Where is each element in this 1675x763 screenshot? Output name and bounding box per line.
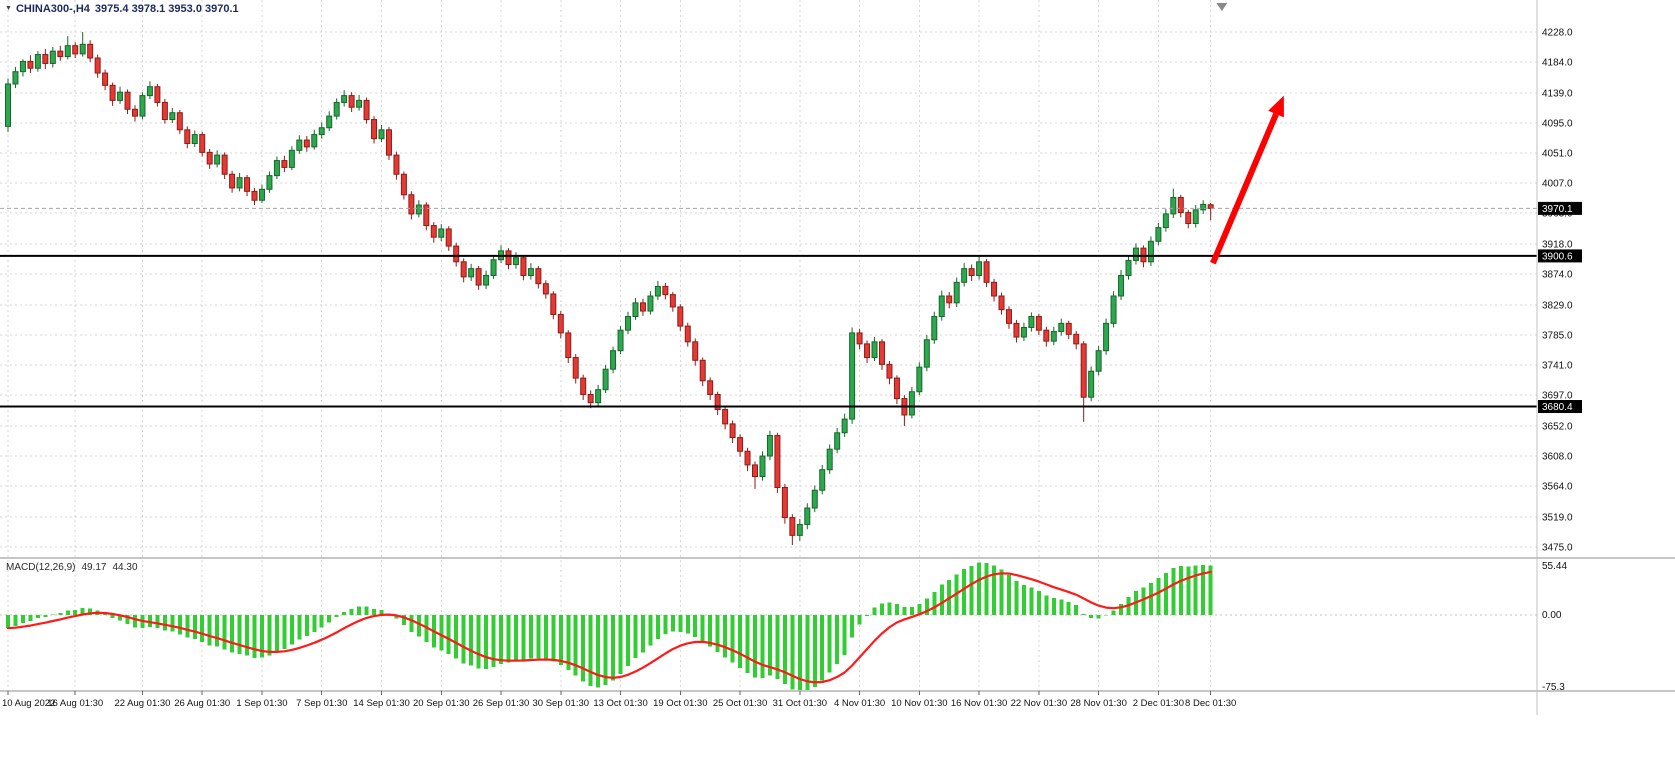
price-tick-label: 4007.0 (1542, 179, 1573, 190)
time-tick-label: 22 Nov 01:30 (1011, 698, 1068, 709)
symbol-header: ▼ CHINA300-,H4 3975.4 3978.1 3953.0 3970.1 (5, 3, 244, 15)
price-tick-label: 4228.0 (1542, 28, 1573, 39)
time-tick-label: 19 Oct 01:30 (653, 698, 707, 709)
time-tick-label: 13 Oct 01:30 (593, 698, 647, 709)
price-badge (1538, 249, 1582, 263)
time-tick-label: 16 Nov 01:30 (951, 698, 1008, 709)
price-axis-area[interactable] (1537, 0, 1675, 763)
indicator-value-main: 49.17 (81, 562, 107, 573)
price-tick-label: 3829.0 (1542, 300, 1573, 311)
price-badge-label: 3680.4 (1542, 402, 1573, 413)
macd-tick-label: 55.44 (1542, 561, 1567, 572)
price-tick-label: 3652.0 (1542, 421, 1573, 432)
price-badge (1538, 400, 1582, 414)
time-tick-label: 8 Dec 01:30 (1185, 698, 1236, 709)
price-tick-label: 3564.0 (1542, 482, 1573, 493)
time-tick-label: 4 Nov 01:30 (834, 698, 885, 709)
trend-arrow-shaft[interactable] (1210, 112, 1279, 265)
price-badge-label: 3970.1 (1542, 204, 1573, 215)
time-tick-label: 16 Aug 01:30 (47, 698, 103, 709)
scroll-shift-marker (1216, 3, 1228, 11)
time-tick-label: 31 Oct 01:30 (773, 698, 827, 709)
time-tick-label: 10 Nov 01:30 (891, 698, 948, 709)
symbol-name: CHINA300-,H4 (15, 3, 90, 15)
macd-histogram (6, 562, 1213, 690)
symbol-quote: 3975.4 3978.1 3953.0 3970.1 (94, 3, 239, 15)
macd-tick-label: -75.3 (1542, 682, 1565, 693)
candles-layer (5, 32, 1214, 545)
price-tick-label: 4184.0 (1542, 58, 1573, 69)
indicator-label: MACD(12,26,9) 49.17 44.30 (6, 562, 144, 573)
grid-layer (0, 0, 1537, 691)
price-tick-label: 4051.0 (1542, 149, 1573, 160)
time-tick-label: 26 Aug 01:30 (174, 698, 230, 709)
price-tick-label: 4139.0 (1542, 88, 1573, 99)
price-tick-label: 3608.0 (1542, 452, 1573, 463)
time-tick-label: 7 Sep 01:30 (296, 698, 347, 709)
time-tick-label: 2 Dec 01:30 (1133, 698, 1184, 709)
time-tick-label: 20 Sep 01:30 (413, 698, 470, 709)
trend-arrow-head[interactable] (1268, 95, 1284, 118)
indicator-value-signal: 44.30 (112, 562, 138, 573)
time-tick-label: 14 Sep 01:30 (353, 698, 410, 709)
time-tick-label: 22 Aug 01:30 (114, 698, 170, 709)
time-tick-label: 26 Sep 01:30 (473, 698, 530, 709)
price-tick-label: 4095.0 (1542, 118, 1573, 129)
time-tick-label: 30 Sep 01:30 (533, 698, 590, 709)
objects-layer[interactable] (0, 3, 1537, 408)
price-tick-label: 3519.0 (1542, 512, 1573, 523)
indicator-name: MACD(12,26,9) (6, 562, 76, 573)
time-tick-label: 1 Sep 01:30 (236, 698, 287, 709)
price-tick-label: 3697.0 (1542, 391, 1573, 402)
price-badge-label: 3900.6 (1542, 251, 1573, 262)
macd-signal-line (6, 570, 1212, 684)
price-tick-label: 3741.0 (1542, 361, 1573, 372)
price-tick-label: 3475.0 (1542, 543, 1573, 554)
time-tick-label: 10 Aug 2022 (2, 698, 55, 709)
price-tick-label: 3785.0 (1542, 330, 1573, 341)
price-tick-label: 3918.0 (1542, 240, 1573, 251)
time-tick-label: 28 Nov 01:30 (1070, 698, 1127, 709)
price-tick-label: 3874.0 (1542, 270, 1573, 281)
price-badge (1538, 201, 1582, 215)
macd-tick-label: 0.00 (1542, 610, 1562, 621)
symbol-dropdown-icon[interactable]: ▼ (5, 5, 12, 12)
time-tick-label: 25 Oct 01:30 (713, 698, 767, 709)
